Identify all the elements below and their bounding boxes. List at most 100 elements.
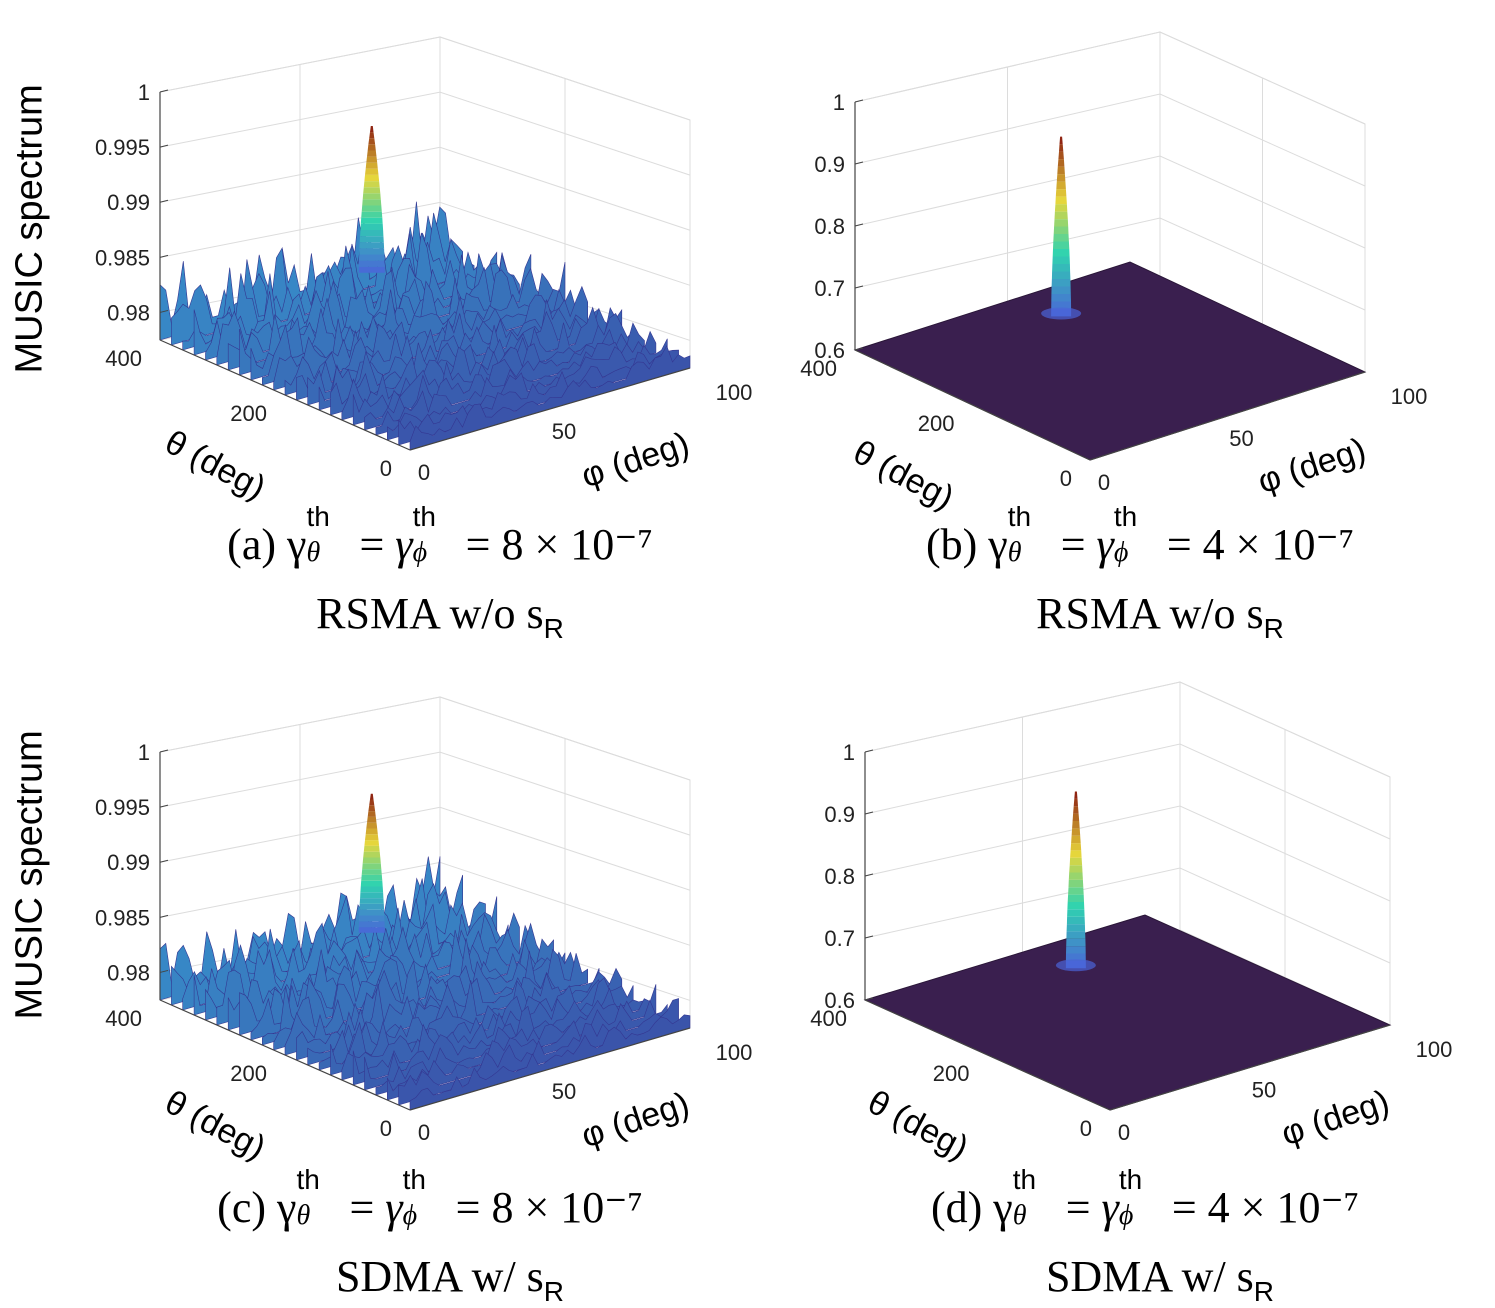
z-tick — [159, 89, 169, 93]
z-gridline — [159, 201, 691, 286]
z-tick — [159, 144, 169, 148]
phi-tick-label: 0 — [418, 460, 430, 485]
surface-ridge — [341, 967, 623, 1081]
peak-segment — [358, 921, 385, 928]
z-tick — [854, 285, 864, 289]
z-tick-label: 0.7 — [814, 276, 845, 301]
peak-segment — [1054, 204, 1068, 212]
theta-tick-label: 200 — [230, 401, 267, 426]
z-gridline — [854, 217, 1366, 311]
z-gridline — [159, 91, 691, 176]
z-tick — [159, 199, 169, 203]
peak-segment — [1053, 241, 1070, 249]
peak-segment — [361, 869, 382, 875]
peak-segment — [366, 822, 378, 829]
phi-tick-label: 0 — [418, 1120, 430, 1145]
z-gridline — [864, 681, 1391, 778]
caption-d-sub2: ϕ — [1118, 1200, 1134, 1231]
caption-b-sup1: th — [1007, 501, 1032, 532]
peak-segment — [365, 834, 379, 841]
z-tick — [159, 254, 169, 258]
peak-segment — [359, 242, 385, 249]
caption-a-value: = 8 × 10⁻⁷ — [465, 520, 653, 569]
peak-segment — [366, 156, 378, 163]
peak-segment — [367, 816, 377, 823]
z-tick — [159, 859, 169, 863]
peak-segment — [1069, 865, 1083, 873]
z-tick-label: 0.9 — [814, 152, 845, 177]
peak-segment — [362, 857, 381, 864]
scheme-c: SDMA w/ sR — [170, 1255, 730, 1306]
phi-tick-label: 100 — [716, 380, 753, 405]
peak-segment — [1052, 264, 1071, 272]
scheme-d-text: SDMA w/ s — [1045, 1252, 1254, 1301]
theta-tick-label: 200 — [918, 411, 955, 436]
caption-d-sup1: th — [1012, 1164, 1037, 1195]
peak-segment — [1068, 872, 1083, 880]
theta-axis-label: θ (deg) — [159, 423, 272, 507]
peak-segment — [358, 260, 385, 267]
peak-segment — [1073, 798, 1078, 807]
peak-segment — [361, 874, 383, 881]
caption-c: (c) γ th θ = γ th ϕ = 8 × 10⁻⁷ — [217, 1164, 643, 1232]
caption-a-sup1: th — [306, 501, 330, 532]
phi-tick-label: 100 — [716, 1040, 753, 1065]
z-tick-label: 1 — [833, 90, 845, 115]
peak-segment — [1067, 909, 1085, 917]
peak-segment — [1051, 301, 1072, 309]
scheme-d: SDMA w/ sR — [880, 1255, 1440, 1306]
surface-ridge — [398, 998, 679, 1106]
z-tick — [159, 969, 169, 973]
phi-axis-label: φ (deg) — [577, 425, 694, 495]
caption-d-sub1: θ — [1012, 1200, 1027, 1231]
surface-plot-d: 0.6 0.7 0.8 0.9 1 0 200 400 0 50 100 θ (deg) φ (deg) — [810, 681, 1452, 1167]
theta-axis-line — [864, 999, 1111, 1111]
z-tick — [159, 749, 169, 753]
caption-c-sub2: ϕ — [402, 1200, 418, 1231]
scheme-b: RSMA w/o sR — [880, 592, 1440, 643]
surface-ridge — [386, 999, 668, 1101]
z-tick-label: 0.985 — [95, 905, 150, 930]
caption-d: (d) γ th θ = γ th ϕ = 4 × 10⁻⁷ — [930, 1164, 1360, 1232]
peak-segment — [361, 211, 383, 218]
peak-segment — [1068, 879, 1084, 888]
theta-tick-label: 400 — [105, 346, 142, 371]
peak-segment — [359, 254, 385, 261]
peak-segment — [1070, 843, 1082, 851]
z-gridline — [864, 867, 1391, 964]
z-gridline — [864, 805, 1391, 902]
z-tick — [854, 223, 864, 227]
theta-axis-label: θ (deg) — [847, 433, 960, 517]
peak-segment — [360, 217, 383, 224]
caption-c-sub1: θ — [296, 1200, 311, 1231]
peak-segment — [365, 168, 379, 175]
caption-d-value: = 4 × 10⁻⁷ — [1171, 1183, 1360, 1232]
z-tick-label: 0.99 — [107, 850, 150, 875]
peak-segment — [1056, 174, 1066, 182]
peak-segment — [368, 138, 376, 145]
z-gridline — [854, 93, 1366, 187]
caption-b-value: = 4 × 10⁻⁷ — [1166, 520, 1355, 569]
peak-segment — [1067, 894, 1084, 902]
peak-segment — [1057, 159, 1065, 167]
peak-segment — [367, 144, 376, 151]
peak-segment — [1051, 271, 1071, 279]
theta-tick-label: 200 — [933, 1061, 970, 1086]
z-gridline — [864, 743, 1391, 840]
peak-segment — [1059, 144, 1064, 152]
peak-segment — [1059, 136, 1063, 145]
z-tick — [159, 309, 169, 313]
peak-segment — [368, 805, 376, 812]
z-gridline — [159, 36, 691, 121]
peak-segment — [363, 181, 380, 188]
z-tick — [864, 873, 874, 877]
z-gridline — [854, 31, 1366, 125]
phi-tick-label: 50 — [552, 419, 576, 444]
peak-segment — [358, 266, 385, 273]
phi-axis-label: φ (deg) — [577, 1085, 694, 1155]
theta-tick-label: 200 — [230, 1061, 267, 1086]
z-tick-label: 0.985 — [95, 245, 150, 270]
z-tick-label: 0.9 — [824, 802, 855, 827]
caption-a-sup2: th — [412, 501, 436, 532]
peak-segment — [1069, 857, 1083, 866]
